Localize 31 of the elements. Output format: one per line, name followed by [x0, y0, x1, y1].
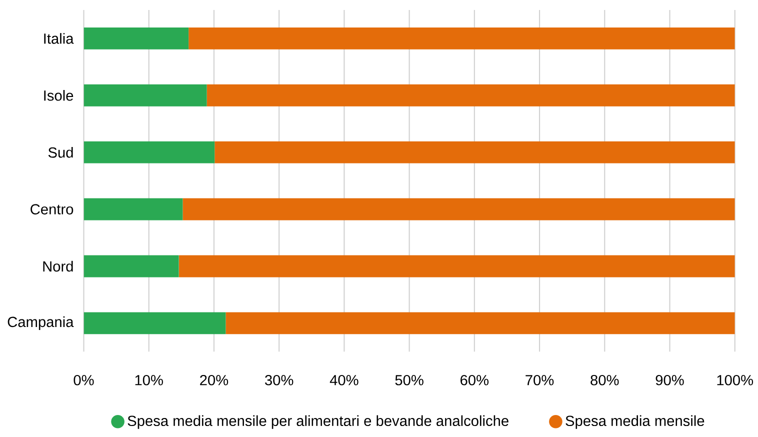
x-tick-label: 90% — [656, 375, 684, 386]
x-tick-label: 80% — [590, 375, 619, 386]
bar — [206, 84, 735, 106]
bar — [178, 255, 735, 278]
legend-label: Spesa media mensile — [566, 415, 704, 430]
x-tick-label: 10% — [135, 375, 163, 386]
bar — [226, 312, 735, 334]
bar — [84, 312, 226, 334]
y-tick-label: Sud — [48, 147, 73, 158]
x-tick-label: 20% — [200, 375, 228, 386]
bar — [84, 198, 183, 220]
x-tick-label: 100% — [717, 375, 754, 386]
bar — [84, 142, 215, 164]
legend-label: Spesa media mensile per alimentari e bevande analcoliche — [128, 415, 508, 430]
y-tick-label: Italia — [44, 33, 74, 44]
x-tick-label: 60% — [460, 375, 489, 386]
bar — [84, 255, 179, 278]
y-tick-label: Isole — [44, 90, 74, 101]
x-tick-label: 40% — [330, 375, 358, 386]
bar — [84, 84, 207, 106]
x-tick-label: 0% — [74, 375, 94, 386]
y-tick-label: Centro — [30, 204, 74, 215]
y-tick-label: Nord — [43, 261, 73, 272]
x-tick-label: 70% — [526, 375, 554, 386]
bar — [182, 198, 735, 220]
bar — [188, 28, 735, 50]
bar — [84, 28, 189, 50]
x-tick-label: 50% — [395, 375, 424, 386]
bar — [214, 142, 735, 164]
y-tick-label: Campania — [8, 316, 74, 330]
x-tick-label: 30% — [265, 375, 294, 386]
